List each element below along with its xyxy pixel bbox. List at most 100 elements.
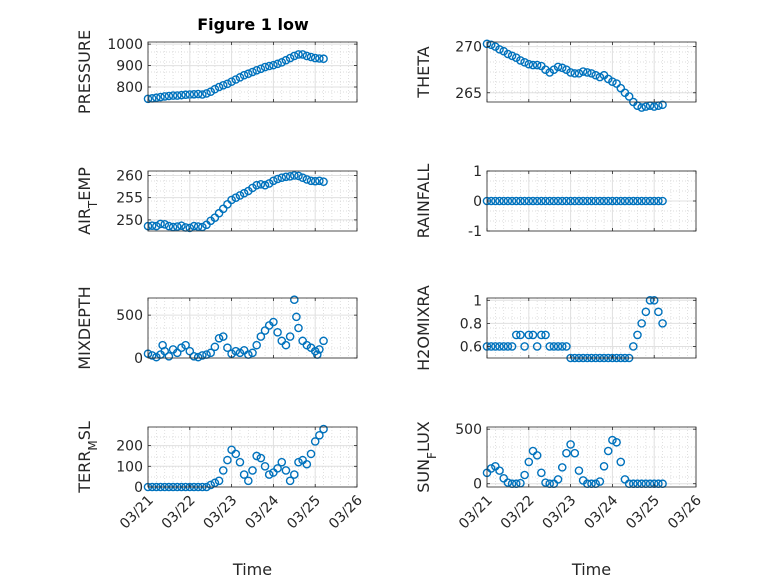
data-point bbox=[239, 470, 249, 479]
data-point bbox=[591, 196, 600, 206]
data-point bbox=[553, 475, 563, 484]
data-point bbox=[260, 62, 270, 72]
y-axis-label: THETA bbox=[414, 46, 433, 98]
data-point bbox=[193, 352, 203, 362]
y-tick-label: -1 bbox=[468, 224, 482, 240]
data-point bbox=[495, 196, 504, 206]
data-point bbox=[198, 222, 207, 232]
y-tick-label: 250 bbox=[116, 213, 143, 229]
y-tick-label: 1 bbox=[473, 164, 482, 180]
data-point bbox=[574, 196, 584, 206]
axes-panel-2: 265 270 THETA bbox=[414, 39, 697, 112]
data-point bbox=[583, 196, 592, 206]
data-point bbox=[541, 196, 550, 206]
data-point bbox=[654, 196, 663, 206]
data-point bbox=[499, 196, 509, 206]
data-point bbox=[264, 470, 274, 479]
data-point bbox=[499, 342, 509, 351]
data-point bbox=[177, 343, 186, 353]
data-point bbox=[486, 464, 496, 473]
data-point bbox=[218, 332, 228, 341]
data-point bbox=[218, 466, 228, 475]
data-point bbox=[214, 476, 224, 486]
data-point bbox=[302, 175, 312, 184]
data-point bbox=[218, 80, 228, 90]
data-point bbox=[616, 83, 626, 93]
data-point bbox=[319, 336, 328, 346]
data-point bbox=[491, 196, 500, 206]
data-point bbox=[528, 330, 538, 340]
data-point bbox=[545, 196, 555, 206]
y-axis-label-part: PRESSURE bbox=[75, 30, 94, 114]
y-axis-label-subscript: T bbox=[86, 200, 100, 209]
data-point bbox=[210, 342, 220, 352]
data-point bbox=[285, 53, 295, 63]
data-point bbox=[248, 348, 257, 358]
data-point bbox=[285, 476, 295, 486]
data-point bbox=[310, 53, 320, 63]
y-tick-label: 265 bbox=[455, 86, 482, 102]
y-tick-label: 100 bbox=[116, 459, 143, 475]
y-tick-label: 1000 bbox=[107, 37, 143, 53]
data-point bbox=[620, 196, 630, 206]
data-point bbox=[541, 478, 550, 487]
y-axis-label-part: THETA bbox=[414, 46, 433, 98]
data-point bbox=[570, 69, 580, 78]
data-point bbox=[658, 319, 667, 328]
y-axis-label-part: SL bbox=[75, 421, 94, 440]
data-point bbox=[152, 352, 161, 362]
data-point bbox=[256, 332, 266, 341]
data-point bbox=[168, 91, 178, 100]
data-point bbox=[160, 220, 170, 229]
data-point bbox=[189, 221, 199, 231]
data-point bbox=[289, 295, 299, 305]
data-point bbox=[319, 177, 328, 186]
y-axis-label: MIXDEPTH bbox=[75, 286, 94, 369]
data-point bbox=[629, 196, 638, 206]
data-point bbox=[532, 60, 542, 70]
y-tick-label: 800 bbox=[116, 80, 143, 96]
data-point bbox=[503, 342, 513, 351]
y-tick-label: 0.6 bbox=[460, 339, 482, 355]
data-point bbox=[516, 330, 525, 340]
data-point bbox=[231, 346, 241, 356]
data-point bbox=[252, 65, 261, 75]
data-point bbox=[641, 102, 651, 111]
data-point bbox=[633, 196, 642, 206]
data-point bbox=[198, 90, 207, 99]
data-point bbox=[164, 351, 174, 361]
y-tick-label: 900 bbox=[116, 59, 143, 75]
data-point bbox=[160, 346, 170, 356]
y-tick-label: 500 bbox=[116, 308, 143, 324]
data-point bbox=[289, 470, 299, 479]
data-point bbox=[277, 58, 287, 67]
y-axis-label-part: SUN bbox=[414, 459, 433, 493]
data-point bbox=[281, 340, 291, 350]
y-axis-label: SUNFLUX bbox=[414, 421, 439, 493]
data-point bbox=[570, 448, 580, 458]
data-point bbox=[537, 468, 546, 478]
data-point bbox=[524, 196, 534, 206]
data-point bbox=[566, 440, 575, 449]
data-point bbox=[252, 451, 261, 461]
data-point bbox=[298, 173, 307, 182]
data-point bbox=[516, 196, 525, 206]
data-point bbox=[616, 457, 626, 467]
data-point bbox=[608, 77, 617, 86]
y-tick-label: 255 bbox=[116, 191, 143, 207]
y-tick-label: 0 bbox=[473, 194, 482, 210]
y-tick-label: 0.8 bbox=[460, 316, 482, 332]
data-point bbox=[528, 60, 538, 70]
data-point bbox=[273, 464, 282, 473]
y-tick-label: 200 bbox=[116, 439, 143, 455]
data-point bbox=[302, 51, 312, 61]
data-point bbox=[315, 54, 324, 63]
data-point bbox=[185, 346, 195, 356]
y-tick-label: 0 bbox=[134, 480, 143, 496]
y-axis-label-subscript: F bbox=[425, 452, 439, 459]
axes-box bbox=[486, 297, 697, 359]
data-point bbox=[578, 196, 588, 206]
data-point bbox=[612, 196, 621, 206]
data-point bbox=[248, 67, 257, 77]
data-point bbox=[294, 171, 303, 181]
